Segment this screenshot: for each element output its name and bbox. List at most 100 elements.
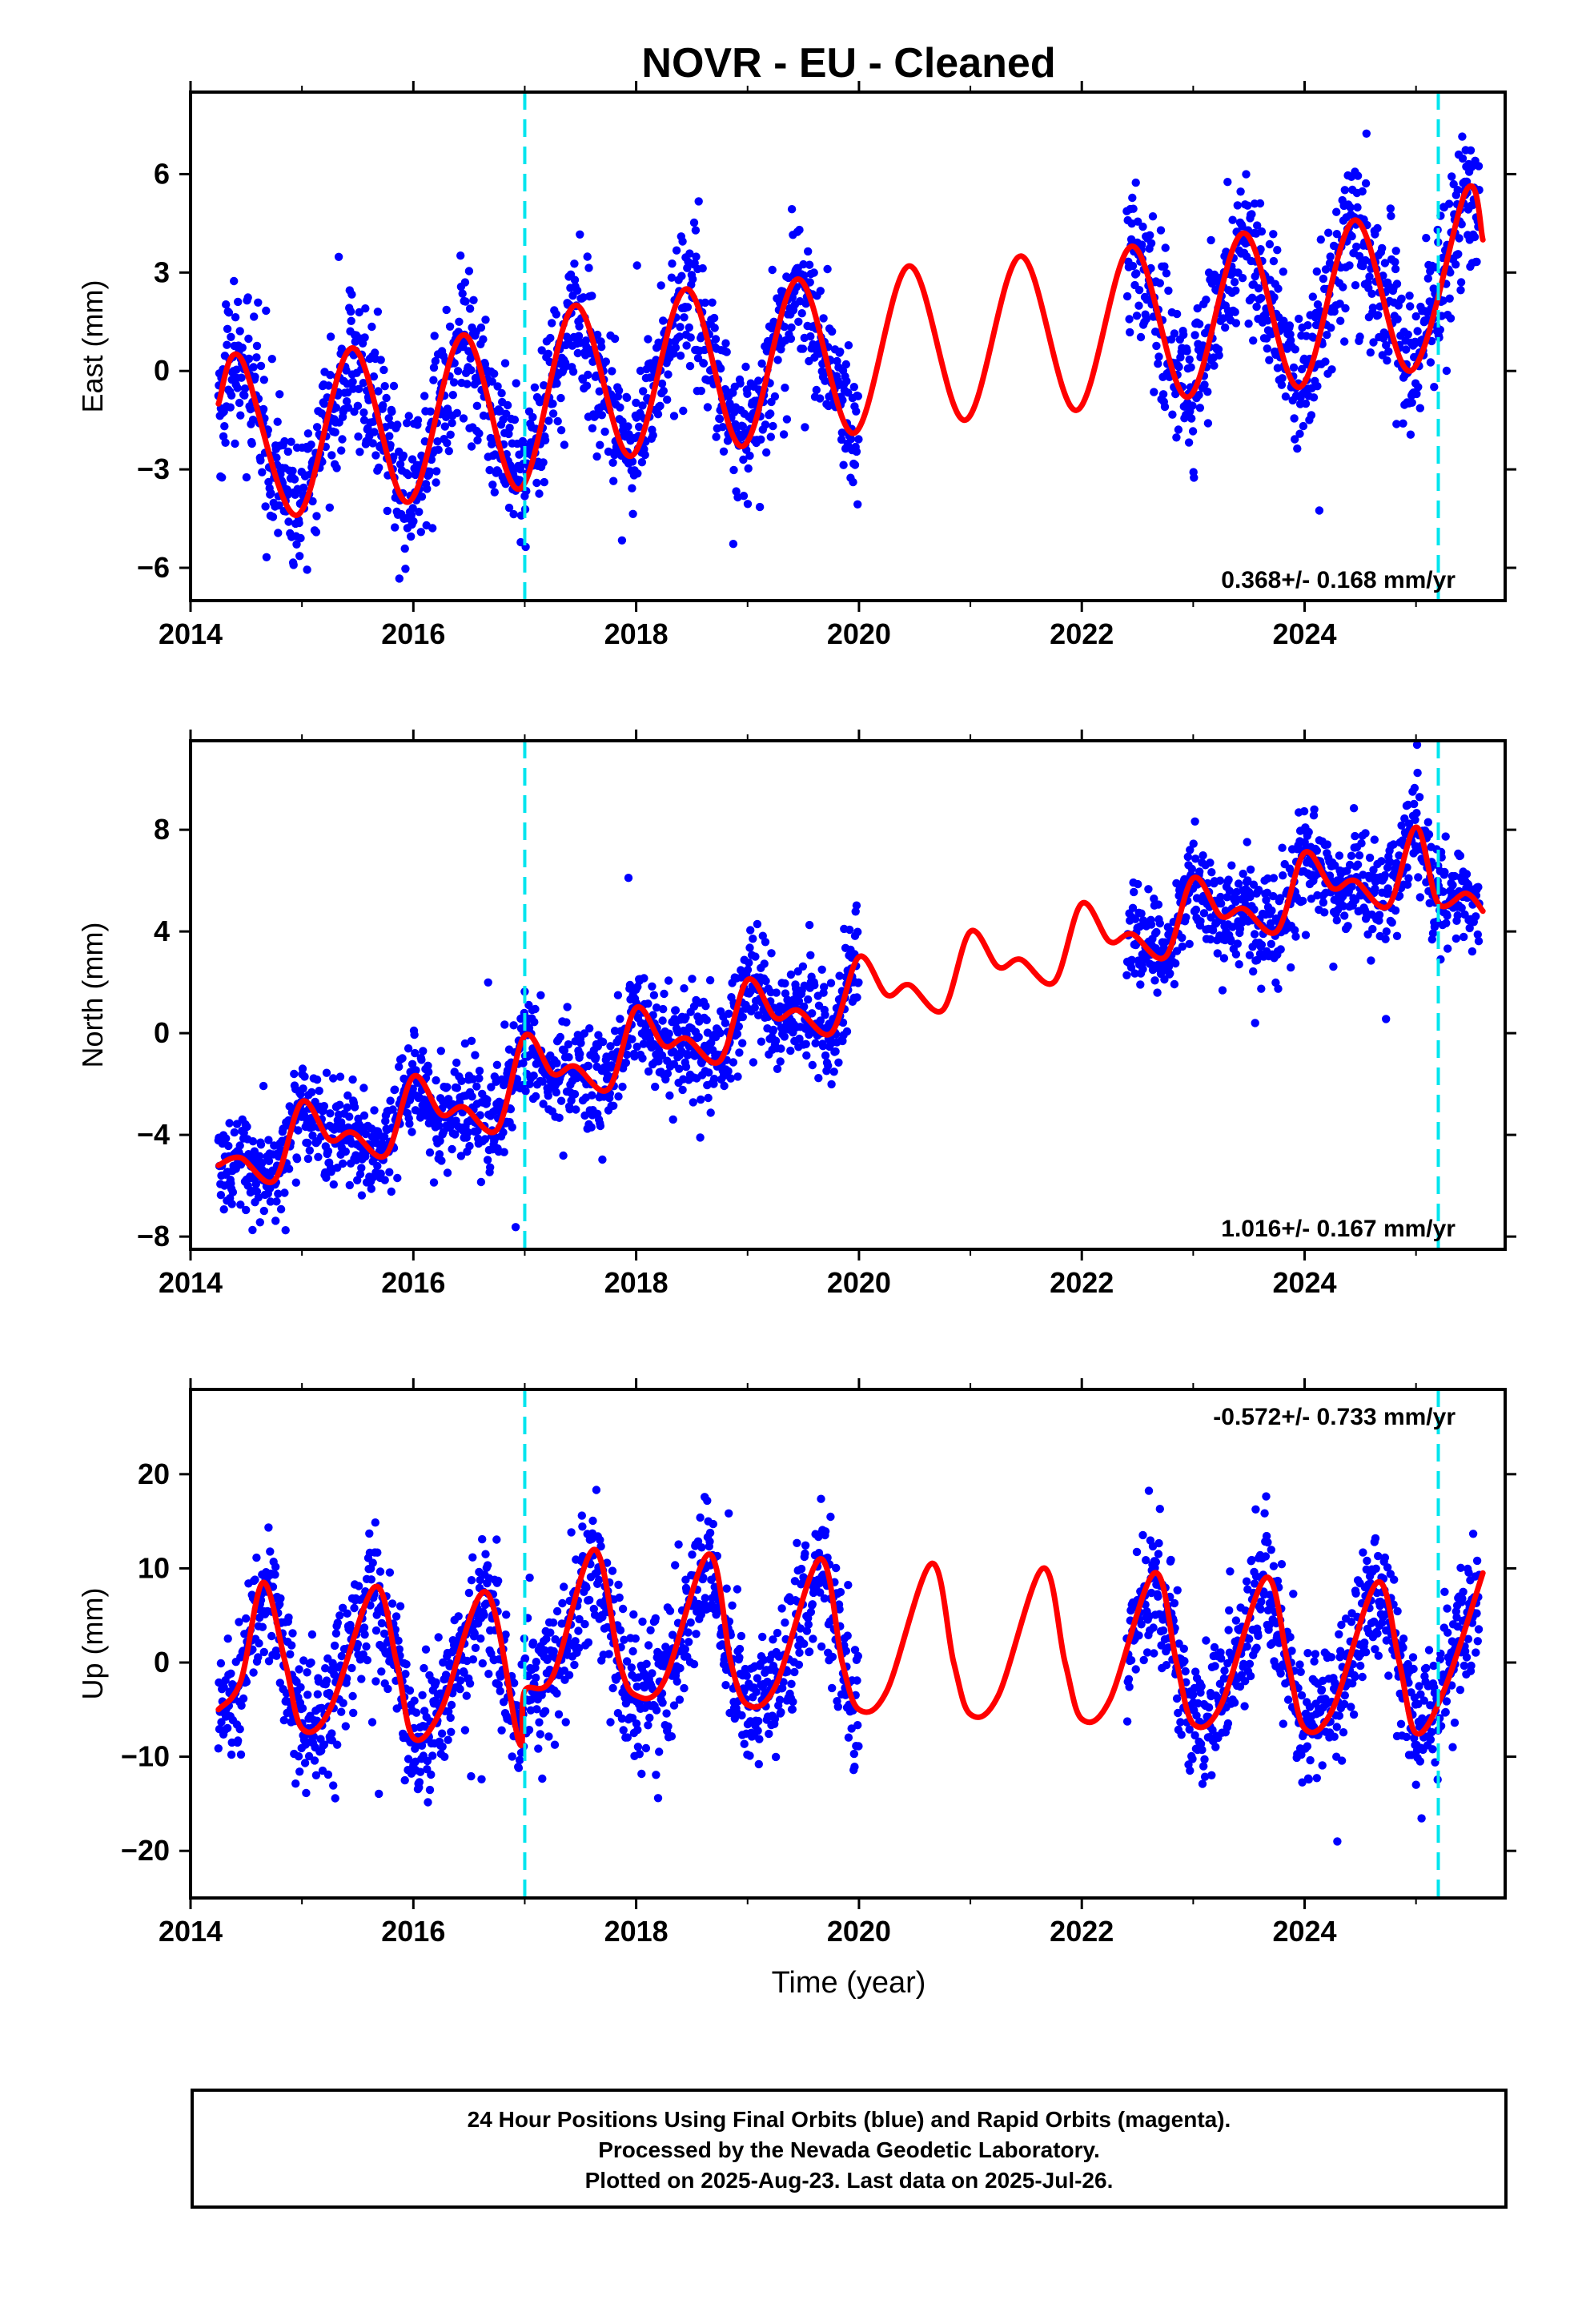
observation-point xyxy=(298,1064,307,1073)
observation-point xyxy=(432,467,441,476)
observation-point xyxy=(1367,289,1376,298)
x-tick-label: 2016 xyxy=(381,1266,445,1299)
observation-point xyxy=(1269,874,1279,883)
observation-point xyxy=(632,261,641,270)
observation-point xyxy=(303,1691,312,1699)
observation-point xyxy=(1362,129,1371,138)
observation-point xyxy=(1153,988,1162,997)
observation-point xyxy=(1191,817,1199,826)
observation-point xyxy=(668,1630,677,1639)
observation-point xyxy=(1407,398,1416,407)
observation-point xyxy=(259,1206,268,1216)
observation-point xyxy=(504,503,514,513)
observation-point xyxy=(338,1603,347,1613)
observation-point xyxy=(385,432,394,440)
observation-point xyxy=(300,1759,310,1767)
observation-point xyxy=(357,1675,366,1683)
observation-point xyxy=(230,1128,239,1137)
observation-point xyxy=(223,1634,232,1643)
observation-point xyxy=(1216,892,1225,902)
observation-point xyxy=(1343,922,1352,931)
observation-point xyxy=(1150,895,1158,903)
observation-point xyxy=(806,951,815,960)
observation-point xyxy=(239,1694,248,1703)
observation-point xyxy=(244,354,254,364)
observation-point xyxy=(726,1074,735,1083)
observation-point xyxy=(404,1044,413,1053)
observation-point xyxy=(753,919,762,929)
observation-point xyxy=(1331,861,1339,870)
observation-point xyxy=(1351,895,1360,905)
observation-point xyxy=(313,1690,322,1699)
observation-point xyxy=(544,1092,552,1100)
observation-point xyxy=(494,1680,503,1689)
observation-point xyxy=(1339,902,1348,911)
observation-point xyxy=(258,1158,267,1168)
observation-point xyxy=(1154,360,1162,368)
observation-point xyxy=(751,952,760,961)
observation-point xyxy=(307,1088,316,1097)
observation-point xyxy=(1395,891,1404,900)
observation-point xyxy=(259,376,268,384)
observation-point xyxy=(1155,279,1165,287)
observation-point xyxy=(1155,919,1165,928)
observation-point xyxy=(353,401,363,410)
observation-point xyxy=(850,460,860,469)
observation-point xyxy=(539,458,548,467)
observation-point xyxy=(761,976,770,986)
observation-point xyxy=(440,1752,449,1761)
observation-point xyxy=(446,1713,455,1723)
velocity-rate-label: 1.016+/- 0.167 mm/yr xyxy=(1221,1216,1456,1242)
observation-point xyxy=(319,1102,329,1111)
observation-point xyxy=(574,332,584,340)
observation-point xyxy=(1186,363,1195,372)
observation-point xyxy=(412,1708,421,1717)
observation-point xyxy=(1287,963,1295,972)
observation-point xyxy=(1269,256,1279,266)
observation-point xyxy=(1199,851,1207,860)
observation-point xyxy=(339,1699,347,1707)
observation-point xyxy=(1456,278,1466,287)
observation-point xyxy=(1188,401,1197,410)
observation-point xyxy=(581,336,590,345)
observation-point xyxy=(515,1755,524,1765)
observation-point xyxy=(530,1018,539,1027)
observation-point xyxy=(799,259,808,269)
observation-point xyxy=(717,364,725,373)
observation-point xyxy=(712,432,721,441)
observation-point xyxy=(562,1018,571,1027)
observation-point xyxy=(343,1103,351,1112)
observation-point xyxy=(609,476,618,485)
observation-point xyxy=(445,1659,455,1668)
observation-point xyxy=(694,197,703,206)
observation-point xyxy=(745,451,754,460)
observation-point xyxy=(331,1629,341,1638)
observation-point xyxy=(487,1083,496,1092)
observation-point xyxy=(617,536,627,545)
observation-point xyxy=(1413,327,1422,336)
observation-point xyxy=(367,1718,377,1727)
observation-point xyxy=(1254,886,1263,895)
observation-point xyxy=(373,308,383,316)
observation-point xyxy=(353,1640,363,1649)
observation-point xyxy=(738,1012,747,1022)
observation-point xyxy=(1452,260,1460,269)
observation-point xyxy=(1255,199,1265,208)
observation-point xyxy=(335,1072,345,1081)
observation-point xyxy=(303,1138,312,1148)
observation-point xyxy=(502,1610,511,1619)
observation-point xyxy=(582,1583,591,1592)
observation-point xyxy=(426,407,435,416)
observation-point xyxy=(1316,235,1326,244)
observation-point xyxy=(500,1020,509,1029)
observation-point xyxy=(1234,879,1243,888)
observation-point xyxy=(797,309,806,318)
observation-point xyxy=(1404,874,1413,883)
observation-point xyxy=(540,436,550,444)
observation-point xyxy=(514,1763,524,1772)
observation-point xyxy=(1231,286,1240,295)
observation-point xyxy=(704,1093,713,1103)
observation-point xyxy=(454,1612,463,1621)
observation-point xyxy=(1136,980,1145,989)
observation-point xyxy=(652,1706,661,1715)
